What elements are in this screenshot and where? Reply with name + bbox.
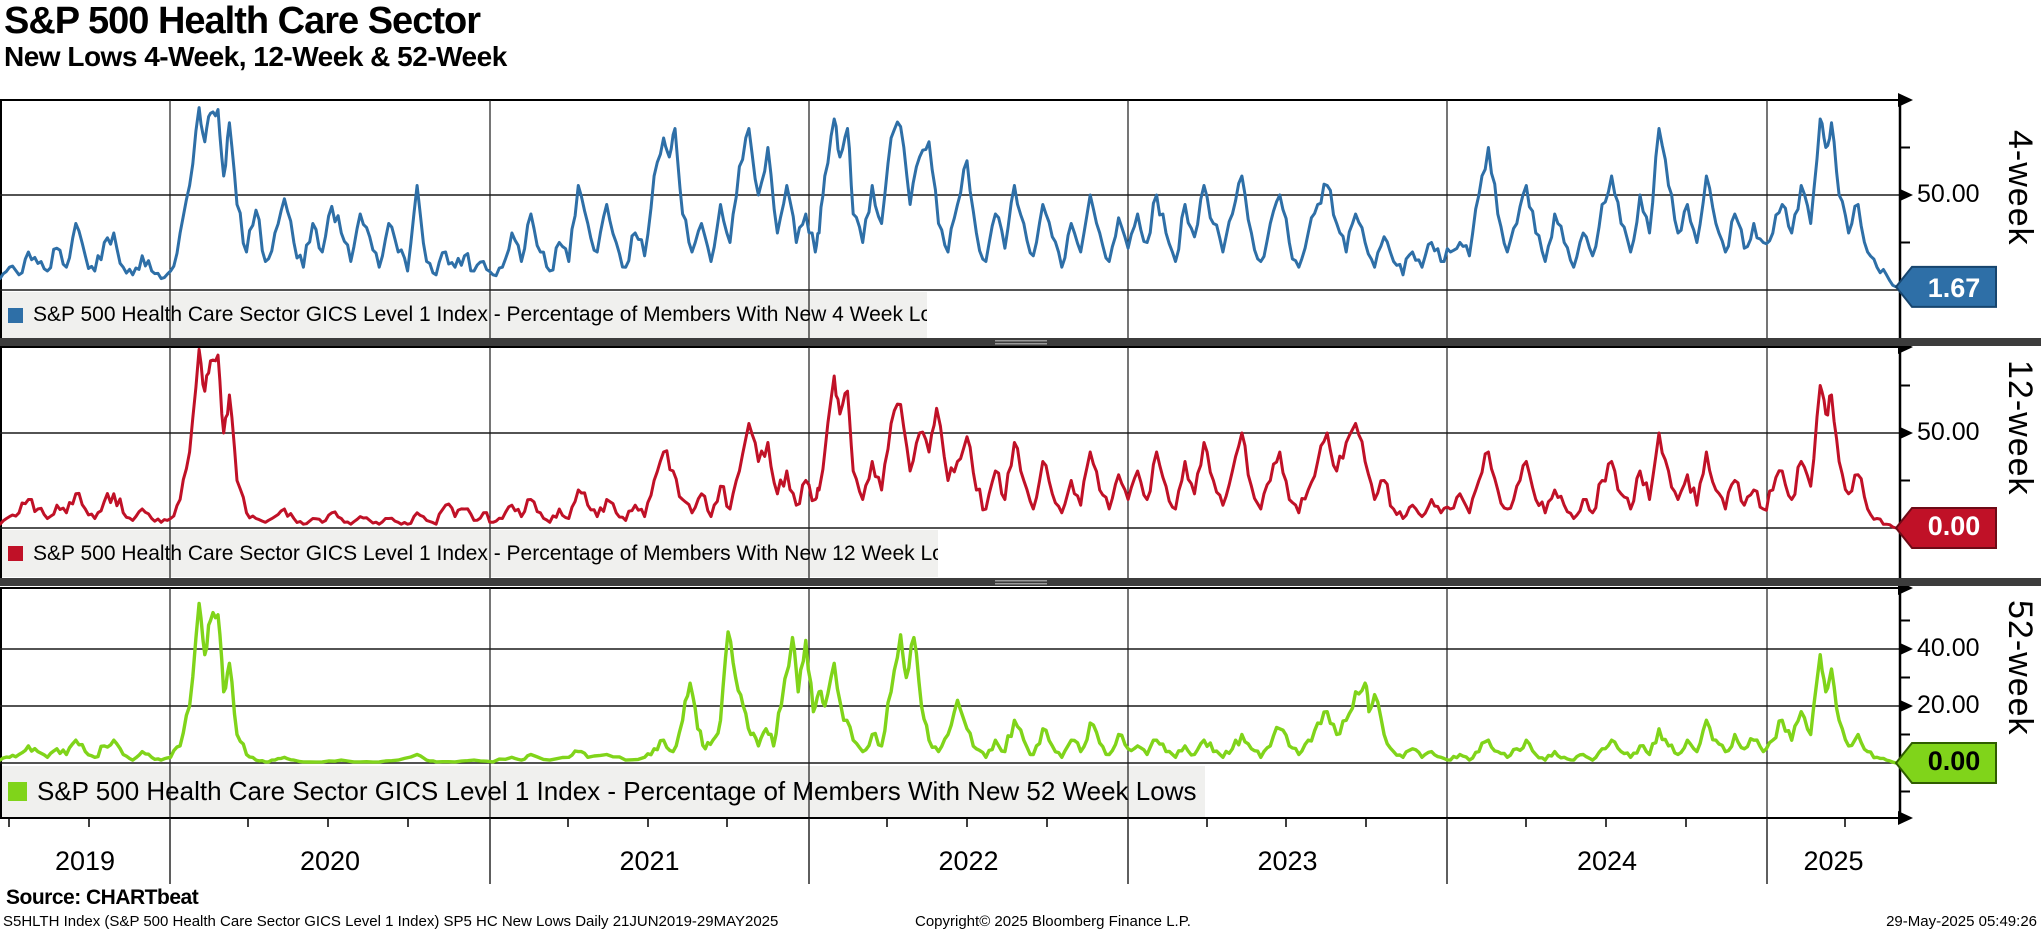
last-value-flag-12-week <box>1894 507 1997 549</box>
last-value-flag-4-week <box>1894 265 1997 308</box>
y-axis-label: 50.00 <box>1917 180 1980 208</box>
legend-swatch-4week-icon <box>8 307 23 323</box>
axis-arrow-icon <box>1898 93 1913 107</box>
legend-swatch-12week-icon <box>8 546 23 561</box>
legend-4-week: S&P 500 Health Care Sector GICS Level 1 … <box>0 292 927 338</box>
x-axis-year-label: 2019 <box>54 846 116 876</box>
legend-band <box>0 766 1205 817</box>
data-line-4-week <box>0 106 1898 289</box>
footer-ticker-info: S5HLTH Index (S&P 500 Health Care Sector… <box>3 913 779 930</box>
source-label: Source: CHARTbeat <box>6 886 199 909</box>
legend-label: S&P 500 Health Care Sector GICS Level 1 … <box>37 776 1197 806</box>
data-line-12-week <box>0 347 1898 530</box>
legend-label: S&P 500 Health Care Sector GICS Level 1 … <box>33 303 927 326</box>
y-axis-label: 20.00 <box>1917 691 1980 719</box>
page-subtitle: New Lows 4-Week, 12-Week & 52-Week <box>4 41 507 72</box>
data-line-52-week <box>0 601 1898 765</box>
separator-grip-icon <box>995 580 1047 582</box>
axis-title-52-week: 52-week <box>2001 600 2039 736</box>
separator-grip-icon <box>995 583 1047 585</box>
last-value-flag-52-week <box>1894 742 1997 784</box>
x-axis-year-label: 2021 <box>619 846 680 876</box>
separator-grip-icon <box>995 343 1047 345</box>
last-value-tag-12-week: 0.00 <box>1927 511 1981 541</box>
legend-band <box>0 530 938 577</box>
legend-band <box>0 292 927 338</box>
tick-arrow-icon <box>1900 643 1913 655</box>
panel-separator-handle[interactable] <box>0 578 2041 586</box>
x-axis-year-label: 2022 <box>938 846 999 876</box>
x-axis-year-label: 2020 <box>299 846 361 876</box>
y-axis-label: 50.00 <box>1917 418 1980 446</box>
last-value-tag-52-week: 0.00 <box>1927 746 1981 776</box>
x-axis-year-label: 2025 <box>1803 846 1864 876</box>
x-axis-year-label: 2024 <box>1576 846 1638 876</box>
separator-grip-icon <box>995 340 1047 342</box>
legend-label: S&P 500 Health Care Sector GICS Level 1 … <box>33 541 938 565</box>
last-value-tag-4-week: 1.67 <box>1927 273 1981 303</box>
axis-arrow-icon <box>1898 811 1913 825</box>
panel-separator-handle[interactable] <box>0 338 2041 346</box>
legend-swatch-52week-icon <box>8 782 27 801</box>
axis-title-12-week: 12-week <box>2001 360 2039 496</box>
page-title: S&P 500 Health Care Sector <box>4 0 481 42</box>
x-axis-year-label: 2023 <box>1257 846 1318 876</box>
axis-title-4-week: 4-week <box>2001 130 2039 246</box>
tick-arrow-icon <box>1900 700 1913 712</box>
tick-arrow-icon <box>1900 427 1913 439</box>
footer-copyright: Copyright© 2025 Bloomberg Finance L.P. <box>915 913 1191 930</box>
footer-timestamp: 29-May-2025 05:49:26 <box>1886 913 2037 930</box>
tick-arrow-icon <box>1900 189 1913 201</box>
legend-12-week: S&P 500 Health Care Sector GICS Level 1 … <box>0 530 938 577</box>
y-axis-label: 40.00 <box>1917 634 1980 662</box>
legend-52-week: S&P 500 Health Care Sector GICS Level 1 … <box>0 766 1205 817</box>
